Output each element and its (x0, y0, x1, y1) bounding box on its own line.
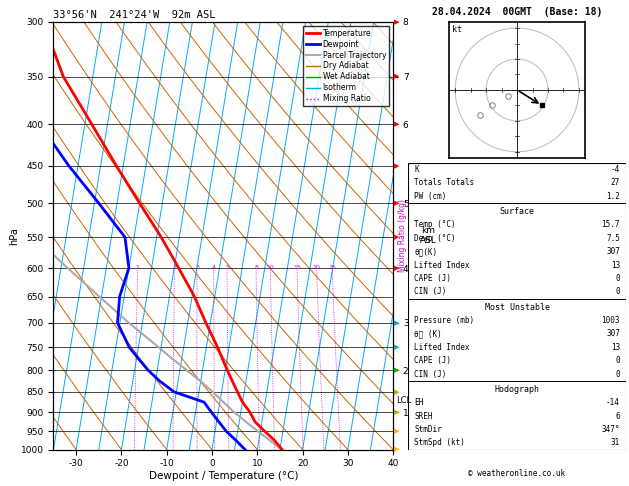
Text: 347°: 347° (601, 425, 620, 434)
Text: 7.5: 7.5 (606, 234, 620, 243)
Text: θᴇ(K): θᴇ(K) (414, 247, 437, 256)
Text: 13: 13 (611, 343, 620, 352)
Text: Hodograph: Hodograph (494, 385, 540, 394)
Text: 15.7: 15.7 (601, 220, 620, 229)
Text: -4: -4 (611, 165, 620, 174)
Text: Mixing Ratio (g/kg): Mixing Ratio (g/kg) (398, 199, 407, 272)
Text: 0: 0 (615, 274, 620, 283)
Text: CIN (J): CIN (J) (414, 369, 447, 379)
Text: Lifted Index: Lifted Index (414, 343, 470, 352)
Text: 20: 20 (313, 265, 321, 270)
Text: Totals Totals: Totals Totals (414, 178, 474, 188)
Text: ▶: ▶ (394, 389, 399, 395)
Text: Surface: Surface (499, 207, 535, 216)
Text: StmSpd (kt): StmSpd (kt) (414, 438, 465, 447)
Text: LCL: LCL (396, 397, 411, 405)
Text: Pressure (mb): Pressure (mb) (414, 316, 474, 325)
Text: 0: 0 (615, 369, 620, 379)
Text: ▶: ▶ (394, 234, 399, 240)
Text: 28.04.2024  00GMT  (Base: 18): 28.04.2024 00GMT (Base: 18) (432, 7, 602, 17)
Text: 8: 8 (254, 265, 258, 270)
Text: kt: kt (452, 25, 462, 34)
Text: 10: 10 (267, 265, 274, 270)
Text: ▶: ▶ (394, 409, 399, 415)
Text: 27: 27 (611, 178, 620, 188)
X-axis label: Dewpoint / Temperature (°C): Dewpoint / Temperature (°C) (148, 471, 298, 481)
Text: Temp (°C): Temp (°C) (414, 220, 456, 229)
Text: 2: 2 (172, 265, 176, 270)
Text: ▶: ▶ (394, 367, 399, 373)
Text: 6: 6 (615, 412, 620, 420)
Y-axis label: km
ASL: km ASL (420, 226, 437, 245)
Text: 1: 1 (136, 265, 140, 270)
Text: Lifted Index: Lifted Index (414, 260, 470, 270)
Legend: Temperature, Dewpoint, Parcel Trajectory, Dry Adiabat, Wet Adiabat, Isotherm, Mi: Temperature, Dewpoint, Parcel Trajectory… (303, 26, 389, 106)
Text: 4: 4 (212, 265, 216, 270)
Text: EH: EH (414, 398, 423, 407)
Text: 307: 307 (606, 330, 620, 338)
Text: 307: 307 (606, 247, 620, 256)
Text: SREH: SREH (414, 412, 433, 420)
Text: 0: 0 (615, 287, 620, 296)
Text: 3: 3 (195, 265, 199, 270)
Text: Dewp (°C): Dewp (°C) (414, 234, 456, 243)
Text: PW (cm): PW (cm) (414, 192, 447, 201)
Text: CAPE (J): CAPE (J) (414, 356, 451, 365)
Y-axis label: hPa: hPa (9, 227, 19, 244)
Text: CIN (J): CIN (J) (414, 287, 447, 296)
Text: 1.2: 1.2 (606, 192, 620, 201)
Text: ▶: ▶ (394, 447, 399, 452)
Text: ▶: ▶ (394, 200, 399, 207)
Text: 13: 13 (611, 260, 620, 270)
Text: StmDir: StmDir (414, 425, 442, 434)
Text: ▶: ▶ (394, 163, 399, 169)
Text: ▶: ▶ (394, 345, 399, 350)
Text: 25: 25 (328, 265, 336, 270)
Text: ▶: ▶ (394, 320, 399, 326)
Text: θᴇ (K): θᴇ (K) (414, 330, 442, 338)
Text: © weatheronline.co.uk: © weatheronline.co.uk (469, 469, 565, 478)
Text: ▶: ▶ (394, 428, 399, 434)
Text: 5: 5 (225, 265, 229, 270)
Text: ▶: ▶ (394, 19, 399, 25)
Text: 15: 15 (293, 265, 301, 270)
Text: ▶: ▶ (394, 265, 399, 271)
Text: 33°56'N  241°24'W  92m ASL: 33°56'N 241°24'W 92m ASL (53, 10, 216, 20)
Text: 0: 0 (615, 356, 620, 365)
Text: 31: 31 (611, 438, 620, 447)
Text: Most Unstable: Most Unstable (484, 303, 550, 312)
Text: K: K (414, 165, 419, 174)
Text: -14: -14 (606, 398, 620, 407)
Text: ▶: ▶ (394, 73, 399, 80)
Text: ▶: ▶ (394, 121, 399, 127)
Text: 1003: 1003 (601, 316, 620, 325)
Text: CAPE (J): CAPE (J) (414, 274, 451, 283)
